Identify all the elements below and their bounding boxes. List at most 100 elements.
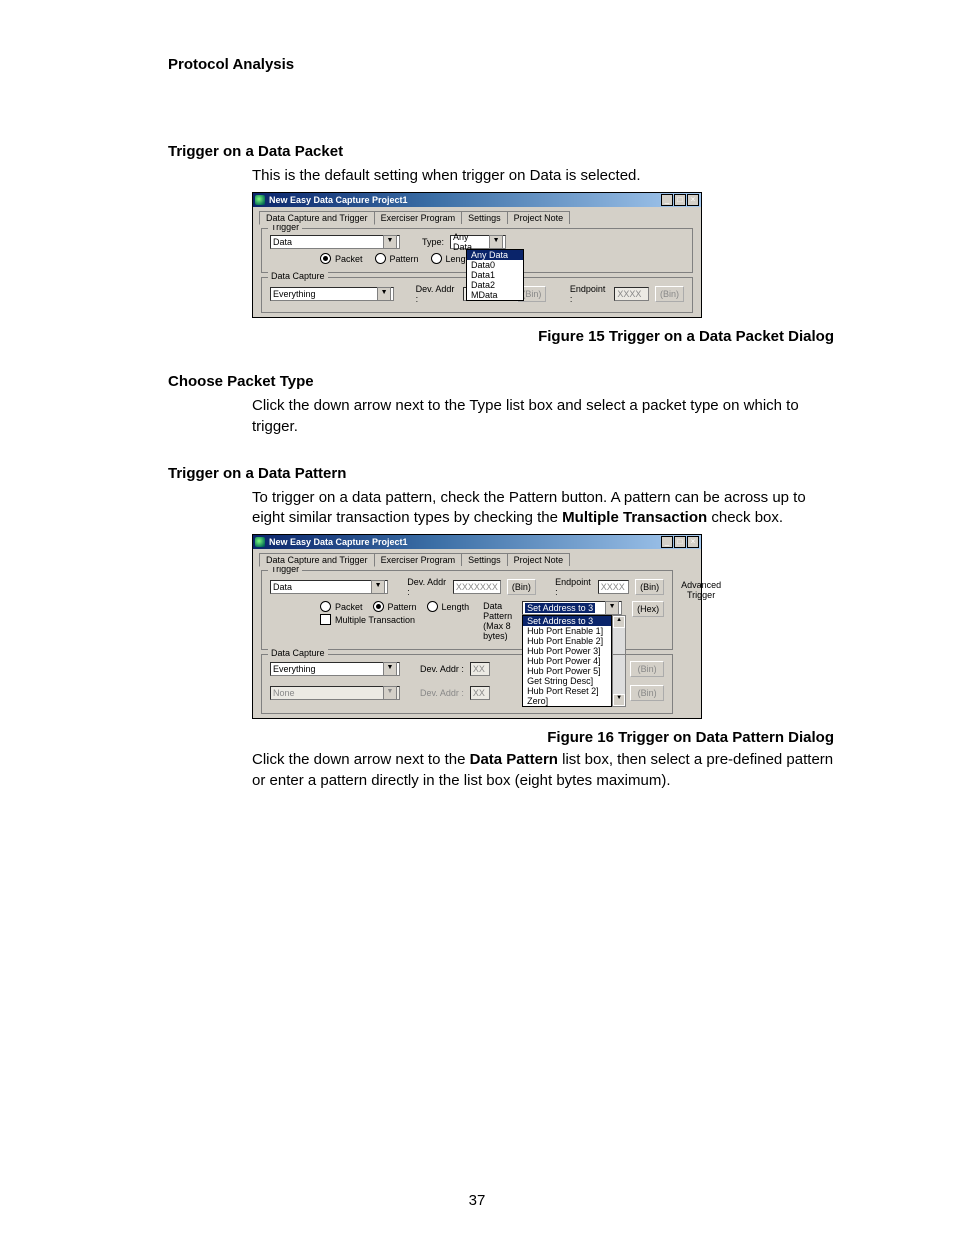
para-s2-1: Click the down arrow next to the Type li… bbox=[252, 396, 834, 437]
advanced-trigger-label-2[interactable]: Trigger bbox=[681, 590, 721, 600]
radio-packet-2[interactable] bbox=[320, 601, 331, 612]
data-pattern-label: Data Pattern bbox=[483, 601, 512, 621]
minimize-button[interactable]: _ bbox=[661, 536, 673, 548]
dropdown-option[interactable]: Hub Port Power 3] bbox=[523, 646, 611, 656]
dropdown-option[interactable]: Data0 bbox=[467, 260, 523, 270]
running-header: Protocol Analysis bbox=[168, 56, 834, 73]
capture-combo-2[interactable]: Everything ▼ bbox=[270, 662, 400, 676]
radio-pattern-2[interactable] bbox=[373, 601, 384, 612]
bin-button-3[interactable]: (Bin) bbox=[507, 579, 536, 595]
dropdown-option[interactable]: Hub Port Enable 1] bbox=[523, 626, 611, 636]
para-s3-1-bold: Multiple Transaction bbox=[562, 509, 707, 526]
heading-trigger-data-pattern: Trigger on a Data Pattern bbox=[168, 465, 834, 482]
endpoint-input-2[interactable]: XXXX bbox=[598, 580, 629, 594]
packet-type-dropdown[interactable]: Any Data Data0 Data1 Data2 MData bbox=[466, 249, 524, 301]
data-pattern-dropdown[interactable]: Set Address to 3 Hub Port Enable 1] Hub … bbox=[522, 615, 612, 707]
para-s3-1: To trigger on a data pattern, check the … bbox=[252, 488, 834, 529]
tab-data-capture-trigger[interactable]: Data Capture and Trigger bbox=[259, 211, 375, 225]
packet-type-combo[interactable]: Any Data ▼ bbox=[450, 235, 506, 249]
maximize-button[interactable]: □ bbox=[674, 194, 686, 206]
para-s3-2-bold: Data Pattern bbox=[470, 751, 558, 768]
radio-pattern[interactable] bbox=[375, 253, 386, 264]
endpoint-input[interactable]: XXXX bbox=[614, 287, 649, 301]
radio-pattern-label: Pattern bbox=[390, 254, 419, 264]
tab-settings[interactable]: Settings bbox=[461, 553, 508, 566]
scroll-up-icon[interactable]: ▲ bbox=[613, 616, 625, 628]
type-label: Type: bbox=[422, 237, 444, 247]
tab-project-note[interactable]: Project Note bbox=[507, 553, 571, 566]
chevron-down-icon[interactable]: ▼ bbox=[605, 601, 619, 615]
datacapture-legend-2: Data Capture bbox=[268, 648, 328, 658]
close-button[interactable]: × bbox=[687, 536, 699, 548]
devaddr-input-3[interactable]: XX bbox=[470, 662, 490, 676]
para-s1-1: This is the default setting when trigger… bbox=[252, 166, 834, 186]
bin-button-5[interactable]: (Bin) bbox=[630, 661, 664, 677]
radio-packet-label-2: Packet bbox=[335, 602, 363, 612]
radio-length-2[interactable] bbox=[427, 601, 438, 612]
dropdown-option[interactable]: Any Data bbox=[467, 250, 523, 260]
window-title: New Easy Data Capture Project1 bbox=[269, 195, 661, 205]
chevron-down-icon[interactable]: ▼ bbox=[377, 287, 391, 301]
dropdown-option[interactable]: MData bbox=[467, 290, 523, 300]
dropdown-option[interactable]: Hub Port Reset 2] bbox=[523, 686, 611, 696]
dropdown-option[interactable]: Hub Port Power 5] bbox=[523, 666, 611, 676]
app-icon bbox=[255, 195, 265, 205]
dropdown-option[interactable]: Data1 bbox=[467, 270, 523, 280]
bin-button-6: (Bin) bbox=[630, 685, 664, 701]
bin-button-2[interactable]: (Bin) bbox=[655, 286, 684, 302]
trigger-type-value-2: Data bbox=[273, 582, 292, 592]
devaddr-input-4: XX bbox=[470, 686, 490, 700]
tab-exerciser-program[interactable]: Exerciser Program bbox=[374, 553, 463, 566]
window-title-2: New Easy Data Capture Project1 bbox=[269, 537, 661, 547]
tab-project-note[interactable]: Project Note bbox=[507, 211, 571, 224]
devaddr-label-2: Dev. Addr : bbox=[407, 577, 447, 597]
capture-combo[interactable]: Everything ▼ bbox=[270, 287, 394, 301]
checkbox-multitrans[interactable] bbox=[320, 614, 331, 625]
radio-length[interactable] bbox=[431, 253, 442, 264]
para-s3-2: Click the down arrow next to the Data Pa… bbox=[252, 750, 834, 791]
data-pattern-combo[interactable]: Set Address to 3 ▼ bbox=[522, 601, 622, 615]
chevron-down-icon[interactable]: ▼ bbox=[383, 235, 397, 249]
tab-exerciser-program[interactable]: Exerciser Program bbox=[374, 211, 463, 224]
dropdown-option[interactable]: Set Address to 3 bbox=[523, 616, 611, 626]
groupbox-trigger-2: Trigger Data ▼ Dev. Addr : XXXXXXX (Bin) bbox=[261, 570, 673, 650]
radio-packet-label: Packet bbox=[335, 254, 363, 264]
chevron-down-icon[interactable]: ▼ bbox=[489, 235, 503, 249]
tab-data-capture-trigger[interactable]: Data Capture and Trigger bbox=[259, 553, 375, 567]
trigger-type-combo-2[interactable]: Data ▼ bbox=[270, 580, 388, 594]
caption-figure-15: Figure 15 Trigger on a Data Packet Dialo… bbox=[168, 328, 834, 345]
trigger-type-combo[interactable]: Data ▼ bbox=[270, 235, 400, 249]
capture-combo-value: Everything bbox=[273, 289, 316, 299]
advanced-trigger-label-1[interactable]: Advanced bbox=[681, 580, 721, 590]
close-button[interactable]: × bbox=[687, 194, 699, 206]
endpoint-label: Endpoint : bbox=[570, 284, 609, 304]
minimize-button[interactable]: _ bbox=[661, 194, 673, 206]
para-s3-1b: check box. bbox=[707, 509, 783, 526]
maximize-button[interactable]: □ bbox=[674, 536, 686, 548]
data-pattern-selected: Set Address to 3 bbox=[525, 603, 595, 613]
radio-packet[interactable] bbox=[320, 253, 331, 264]
dropdown-option[interactable]: Hub Port Power 4] bbox=[523, 656, 611, 666]
hex-button[interactable]: (Hex) bbox=[632, 601, 664, 617]
dropdown-option[interactable]: Hub Port Enable 2] bbox=[523, 636, 611, 646]
dropdown-option[interactable]: Get String Desc] bbox=[523, 676, 611, 686]
dropdown-option[interactable]: Zero] bbox=[523, 696, 611, 706]
chevron-down-icon[interactable]: ▼ bbox=[371, 580, 385, 594]
devaddr-label: Dev. Addr : bbox=[416, 284, 458, 304]
dropdown-option[interactable]: Data2 bbox=[467, 280, 523, 290]
dialog-figure-15: New Easy Data Capture Project1 _ □ × Dat… bbox=[252, 192, 702, 318]
heading-choose-packet-type: Choose Packet Type bbox=[168, 373, 834, 390]
tab-settings[interactable]: Settings bbox=[461, 211, 508, 224]
checkbox-multitrans-label: Multiple Transaction bbox=[335, 615, 415, 625]
app-icon bbox=[255, 537, 265, 547]
data-pattern-label2: (Max 8 bytes) bbox=[483, 621, 512, 641]
page-number: 37 bbox=[0, 1192, 954, 1209]
trigger-type-value: Data bbox=[273, 237, 292, 247]
bin-button-4[interactable]: (Bin) bbox=[635, 579, 664, 595]
radio-pattern-label-2: Pattern bbox=[388, 602, 417, 612]
chevron-down-icon[interactable]: ▼ bbox=[383, 662, 397, 676]
datacapture-legend: Data Capture bbox=[268, 271, 328, 281]
groupbox-trigger: Trigger Data ▼ Type: Any Data ▼ Any Data… bbox=[261, 228, 693, 273]
capture-combo-value-2: Everything bbox=[273, 664, 316, 674]
devaddr-input-2[interactable]: XXXXXXX bbox=[453, 580, 501, 594]
